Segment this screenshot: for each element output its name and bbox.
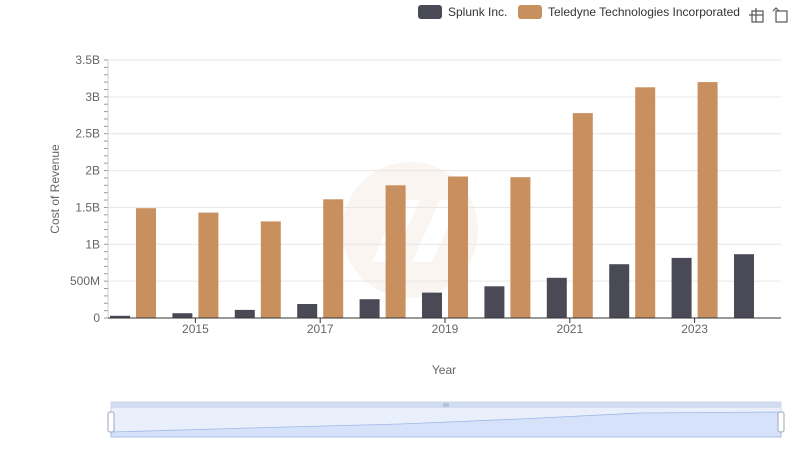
bars xyxy=(110,82,754,318)
y-tick-label: 3.5B xyxy=(75,53,100,67)
x-tick-label: 2015 xyxy=(182,322,209,336)
legend[interactable]: Splunk Inc. Teledyne Technologies Incorp… xyxy=(418,5,740,19)
y-axis: 0 500M 1B 1.5B 2B 2.5B 3B 3.5B xyxy=(70,53,109,325)
legend-label-teledyne[interactable]: Teledyne Technologies Incorporated xyxy=(548,5,740,19)
bar-splunk xyxy=(484,286,505,318)
legend-swatch-splunk xyxy=(418,5,442,19)
legend-swatch-teledyne xyxy=(518,5,542,19)
zoom-handle-left[interactable] xyxy=(107,411,115,433)
x-axis: 2015 2017 2019 2021 2023 xyxy=(108,317,781,336)
bar-splunk xyxy=(609,264,630,318)
legend-item-splunk[interactable]: Splunk Inc. xyxy=(418,5,507,19)
bar-splunk xyxy=(359,299,380,318)
bar-splunk xyxy=(422,292,442,318)
y-tick-label: 0 xyxy=(93,311,100,325)
bar-splunk xyxy=(234,309,255,318)
y-tick-label: 3B xyxy=(85,90,100,104)
x-tick-label: 2017 xyxy=(307,322,334,336)
y-tick-label: 1B xyxy=(85,237,100,251)
zoom-slider[interactable] xyxy=(107,401,785,438)
bar-teledyne xyxy=(198,212,219,318)
bar-splunk xyxy=(110,315,130,318)
y-tick-label: 1.5B xyxy=(75,200,100,214)
grid-lines xyxy=(108,59,781,282)
bar-splunk xyxy=(671,257,692,318)
bar-teledyne xyxy=(635,87,656,318)
legend-label-splunk[interactable]: Splunk Inc. xyxy=(448,5,507,19)
x-tick-label: 2023 xyxy=(681,322,708,336)
legend-item-teledyne[interactable]: Teledyne Technologies Incorporated xyxy=(518,5,740,19)
x-axis-title: Year xyxy=(432,363,456,377)
x-tick-label: 2021 xyxy=(556,322,583,336)
y-tick-label: 2.5B xyxy=(75,127,100,141)
bar-splunk xyxy=(734,254,754,318)
x-tick-label: 2019 xyxy=(432,322,459,336)
crosshair-icon[interactable] xyxy=(749,8,764,23)
bar-teledyne xyxy=(385,185,406,318)
bar-teledyne xyxy=(572,113,593,318)
bar-teledyne xyxy=(260,221,281,318)
bar-teledyne xyxy=(136,208,156,318)
bar-teledyne xyxy=(697,82,718,318)
bar-splunk xyxy=(297,304,318,318)
bar-splunk xyxy=(546,277,567,318)
reset-zoom-icon[interactable] xyxy=(772,7,788,23)
zoom-handle-right[interactable] xyxy=(777,411,785,433)
y-axis-title: Cost of Revenue xyxy=(48,144,62,234)
bar-teledyne xyxy=(510,177,531,318)
zoom-slider-preview xyxy=(110,411,782,438)
y-tick-label: 500M xyxy=(70,274,100,288)
y-tick-label: 2B xyxy=(85,164,100,178)
bar-teledyne xyxy=(323,199,344,318)
bar-splunk xyxy=(172,313,193,318)
zoom-grip-icon[interactable] xyxy=(443,403,449,407)
bar-teledyne xyxy=(448,176,468,318)
